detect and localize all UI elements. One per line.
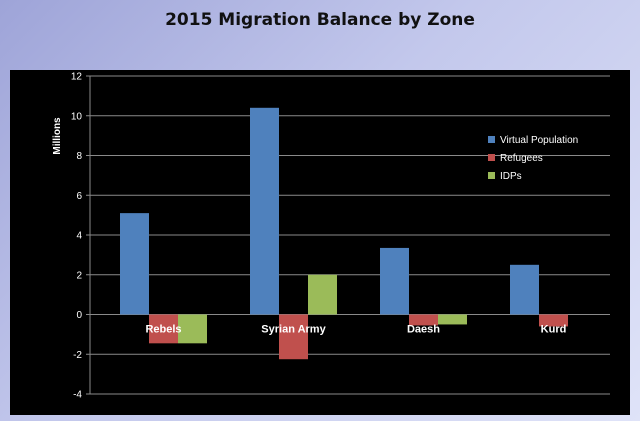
y-tick-label: 10 [71, 111, 83, 122]
chart-area: -4 -2 0 2 4 6 8 10 12 Rebels Syrian Army Daesh Kurd… [10, 70, 630, 415]
bar [149, 314, 178, 344]
legend: Virtual Population Refugees IDPs [488, 135, 578, 182]
bar [120, 213, 149, 315]
y-tick-label: 12 [71, 72, 83, 83]
bar [250, 107, 279, 315]
category-label: Daesh [407, 324, 440, 336]
axes: -4 -2 0 2 4 6 8 10 12 [71, 72, 91, 401]
legend-swatch [488, 172, 495, 179]
category-label: Syrian Army [261, 324, 326, 336]
y-tick-label: -2 [73, 350, 82, 361]
y-tick-label: 6 [76, 191, 82, 202]
legend-label: IDPs [500, 171, 522, 182]
bar [279, 314, 308, 360]
y-tick-label: -4 [73, 390, 82, 401]
legend-swatch [488, 136, 495, 143]
y-tick-label: 0 [76, 310, 82, 321]
category-labels: Rebels Syrian Army Daesh Kurd [145, 324, 566, 336]
y-tick-label: 8 [76, 151, 82, 162]
bar-chart: -4 -2 0 2 4 6 8 10 12 Rebels Syrian Army Daesh Kurd… [52, 72, 610, 401]
y-axis-label: Millions [52, 117, 63, 155]
bar [380, 247, 409, 315]
bar [539, 314, 568, 327]
bar [510, 264, 539, 315]
legend-swatch [488, 154, 495, 161]
bar [308, 274, 337, 315]
bars [120, 107, 568, 360]
bar [178, 314, 207, 344]
bar [409, 314, 438, 326]
y-tick-label: 4 [76, 231, 82, 242]
y-tick-label: 2 [76, 270, 82, 281]
category-label: Rebels [145, 324, 181, 336]
legend-label: Virtual Population [500, 135, 578, 146]
chart-title: 2015 Migration Balance by Zone [165, 10, 475, 30]
legend-label: Refugees [500, 153, 543, 164]
grid-lines [90, 75, 610, 395]
bar [438, 314, 467, 325]
category-label: Kurd [541, 324, 567, 336]
